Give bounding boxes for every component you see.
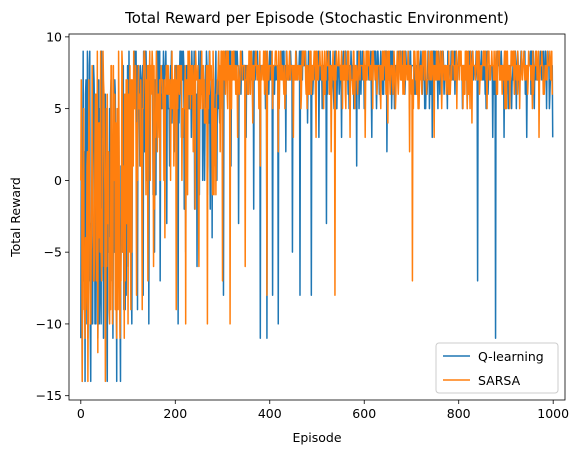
series-layer xyxy=(80,50,554,383)
x-tick-label: 1000 xyxy=(537,406,569,421)
y-tick-label: −10 xyxy=(36,316,62,331)
x-tick-label: 800 xyxy=(447,406,471,421)
chart-title: Total Reward per Episode (Stochastic Env… xyxy=(124,9,509,27)
y-tick-label: 0 xyxy=(54,173,62,188)
y-tick-label: 5 xyxy=(54,101,62,116)
x-axis-label: Episode xyxy=(292,430,341,445)
x-tick-label: 200 xyxy=(163,406,187,421)
y-tick-label: 10 xyxy=(46,29,62,44)
legend-label-sarsa: SARSA xyxy=(478,373,521,388)
x-axis-ticks: 0 200 400 600 800 1000 xyxy=(77,400,569,421)
legend: Q-learning SARSA xyxy=(435,342,559,394)
legend-label-q-learning: Q-learning xyxy=(478,349,544,364)
y-tick-label: −5 xyxy=(44,245,62,260)
axes-border xyxy=(68,33,566,401)
series-line-sarsa xyxy=(80,50,553,383)
x-tick-label: 600 xyxy=(352,406,376,421)
x-tick-label: 0 xyxy=(77,406,85,421)
axes-frame xyxy=(68,33,566,401)
x-tick-label: 400 xyxy=(258,406,282,421)
y-axis-label: Total Reward xyxy=(8,177,23,258)
y-tick-label: −15 xyxy=(36,388,62,403)
y-axis-ticks: −15 −10 −5 0 5 10 xyxy=(36,29,69,403)
